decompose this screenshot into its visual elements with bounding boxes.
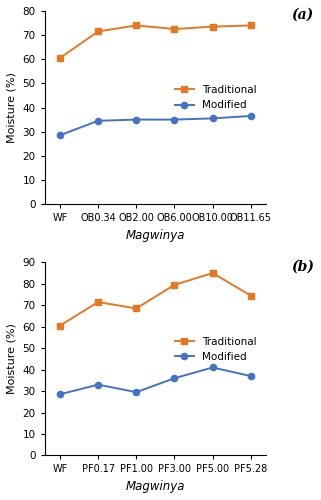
Text: (b): (b) (291, 260, 314, 274)
Traditional (249, 22, 253, 28)
Traditional (172, 26, 176, 32)
Traditional (58, 322, 62, 328)
Modified (211, 116, 214, 121)
X-axis label: Magwinya: Magwinya (126, 480, 185, 493)
Modified (134, 389, 138, 395)
Traditional (58, 55, 62, 61)
Traditional (249, 292, 253, 298)
Modified (58, 132, 62, 138)
Legend: Traditional, Modified: Traditional, Modified (171, 81, 261, 114)
Traditional (211, 24, 214, 30)
Modified (172, 375, 176, 381)
Traditional (96, 28, 100, 34)
Modified (96, 118, 100, 124)
Traditional (172, 282, 176, 288)
Y-axis label: Moisture (%): Moisture (%) (7, 72, 17, 143)
Line: Modified: Modified (57, 364, 254, 398)
Line: Modified: Modified (57, 113, 254, 138)
Line: Traditional: Traditional (57, 22, 254, 61)
Legend: Traditional, Modified: Traditional, Modified (171, 332, 261, 366)
Modified (172, 116, 176, 122)
X-axis label: Magwinya: Magwinya (126, 228, 185, 241)
Traditional (96, 299, 100, 305)
Traditional (134, 306, 138, 312)
Y-axis label: Moisture (%): Moisture (%) (7, 324, 17, 394)
Traditional (211, 270, 214, 276)
Modified (96, 382, 100, 388)
Modified (58, 392, 62, 398)
Line: Traditional: Traditional (57, 270, 254, 329)
Text: (a): (a) (291, 8, 313, 22)
Modified (249, 373, 253, 379)
Modified (211, 364, 214, 370)
Modified (249, 113, 253, 119)
Modified (134, 116, 138, 122)
Traditional (134, 22, 138, 28)
